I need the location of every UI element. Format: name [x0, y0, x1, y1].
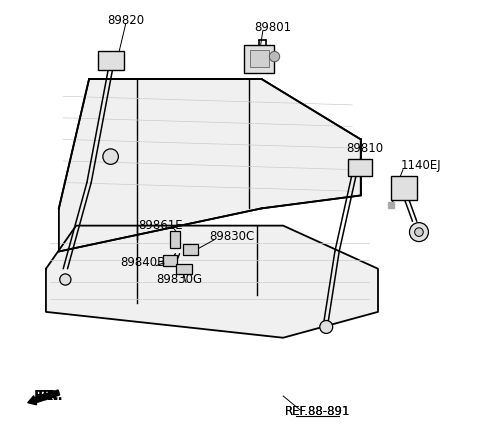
Text: FR.: FR.	[34, 389, 60, 403]
Circle shape	[103, 149, 119, 164]
Text: 89840B: 89840B	[120, 256, 166, 269]
Circle shape	[269, 51, 280, 62]
Circle shape	[409, 223, 429, 242]
FancyBboxPatch shape	[163, 255, 177, 266]
FancyBboxPatch shape	[98, 51, 123, 70]
Text: REF.88-891: REF.88-891	[285, 405, 350, 418]
Text: 89820: 89820	[107, 14, 144, 27]
Circle shape	[320, 320, 333, 333]
Text: 89801: 89801	[254, 21, 291, 34]
Circle shape	[415, 228, 423, 237]
FancyBboxPatch shape	[348, 159, 372, 176]
Text: 89861E: 89861E	[138, 219, 182, 232]
FancyBboxPatch shape	[170, 231, 180, 249]
Text: 89830C: 89830C	[209, 230, 254, 243]
Text: 89830G: 89830G	[156, 273, 203, 286]
Text: FR.: FR.	[37, 389, 63, 403]
FancyBboxPatch shape	[250, 50, 269, 67]
FancyBboxPatch shape	[391, 176, 417, 200]
FancyBboxPatch shape	[244, 45, 275, 72]
FancyBboxPatch shape	[183, 244, 198, 255]
Text: REF.88-891: REF.88-891	[285, 405, 350, 418]
Polygon shape	[46, 226, 378, 338]
Circle shape	[60, 274, 71, 285]
Text: 1140EJ: 1140EJ	[401, 159, 442, 172]
Text: 89810: 89810	[347, 141, 384, 155]
Polygon shape	[59, 79, 361, 251]
FancyBboxPatch shape	[176, 264, 192, 274]
FancyArrow shape	[28, 390, 60, 405]
